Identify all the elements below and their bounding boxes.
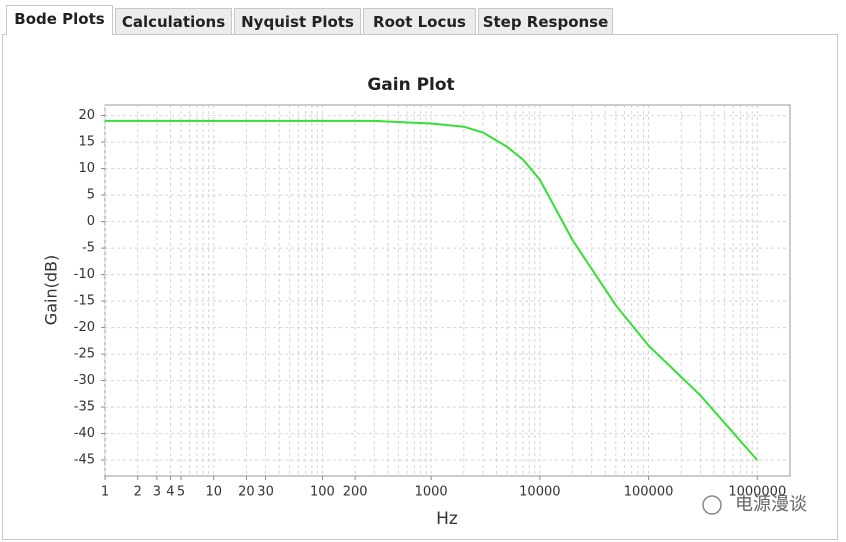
x-tick-label: 5 xyxy=(177,485,185,500)
y-axis-label: Gain(dB) xyxy=(42,255,61,325)
y-tick-label: 5 xyxy=(87,188,95,203)
gain-line xyxy=(105,119,759,461)
tab[interactable]: Bode Plots xyxy=(6,5,113,35)
watermark-text: 电源漫谈 xyxy=(735,494,807,515)
chart-title: Gain Plot xyxy=(367,75,454,95)
y-tick-label: -20 xyxy=(74,320,95,335)
x-tick-label: 20 xyxy=(238,485,255,500)
grid xyxy=(104,105,790,476)
watermark: 电源漫谈 xyxy=(702,494,807,515)
y-tick-label: 10 xyxy=(78,161,95,176)
y-tick-label: 0 xyxy=(87,214,95,229)
tab[interactable]: Root Locus xyxy=(363,8,476,34)
tab[interactable]: Nyquist Plots xyxy=(234,8,361,34)
y-tick-label: -40 xyxy=(74,426,95,441)
x-tick-label: 100000 xyxy=(624,485,674,500)
x-tick-label: 10 xyxy=(205,485,222,500)
watermark-icon xyxy=(702,495,722,515)
tab[interactable]: Step Response xyxy=(478,8,613,34)
y-tick-label: -10 xyxy=(74,267,95,282)
y-tick-label: -30 xyxy=(74,373,95,388)
x-tick-label: 10000 xyxy=(519,485,560,500)
x-tick-label: 2 xyxy=(134,485,142,500)
y-tick-label: 15 xyxy=(78,135,95,150)
x-tick-label: 4 xyxy=(166,485,174,500)
x-tick-label: 1000000 xyxy=(728,485,786,500)
y-tick-label: -5 xyxy=(82,241,95,256)
y-tick-label: 20 xyxy=(78,108,95,123)
plot-area xyxy=(104,104,791,477)
x-tick-label: 200 xyxy=(343,485,368,500)
y-tick-label: -25 xyxy=(74,347,95,362)
x-tick-label: 30 xyxy=(257,485,274,500)
x-tick-label: 1000 xyxy=(415,485,448,500)
x-tick-label: 3 xyxy=(153,485,161,500)
x-axis-label: Hz xyxy=(436,509,458,529)
y-tick-label: -35 xyxy=(74,400,95,415)
tab[interactable]: Calculations xyxy=(115,8,232,34)
y-tick-label: -15 xyxy=(74,294,95,309)
tab-panel xyxy=(2,34,838,540)
y-tick-label: -45 xyxy=(74,453,95,468)
x-tick-label: 100 xyxy=(310,485,335,500)
x-tick-label: 1 xyxy=(101,485,109,500)
